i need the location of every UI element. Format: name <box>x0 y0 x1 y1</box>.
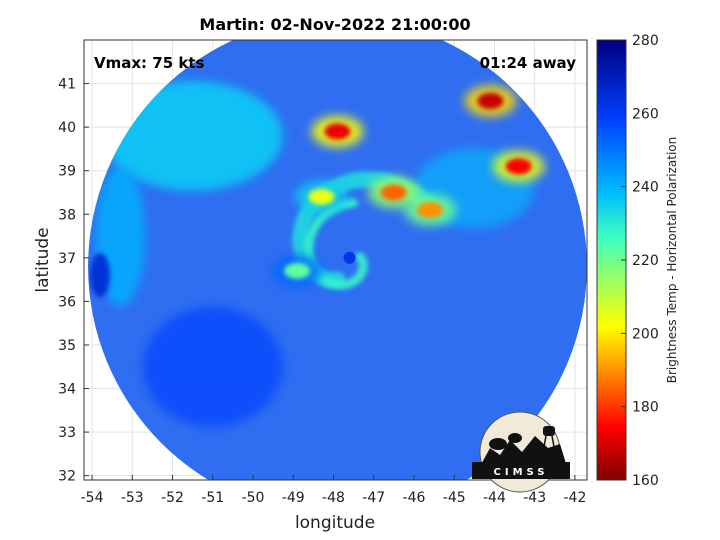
y-tick-label-7: 39 <box>58 164 76 180</box>
x-tick-label-8: -46 <box>403 490 426 506</box>
x-tick-label-11: -43 <box>523 490 546 506</box>
convective-core-1 <box>308 188 335 205</box>
x-tick-label-7: -47 <box>362 490 385 506</box>
chart-title: Martin: 02-Nov-2022 21:00:00 <box>199 15 470 34</box>
spiral-band-inner <box>304 198 368 290</box>
y-tick-label-0: 32 <box>58 469 76 485</box>
plot-frame <box>83 39 588 481</box>
y-tick-label-2: 34 <box>58 382 76 398</box>
satellite-dish-icon <box>489 438 507 450</box>
water-tower-icon <box>543 426 555 436</box>
x-tick-label-0: -54 <box>81 490 104 506</box>
x-tick-label-6: -48 <box>322 490 345 506</box>
colorbar-ticks: 160 180 200 220 240 260 280 <box>621 33 659 489</box>
y-tick-label-9: 41 <box>58 77 76 93</box>
colorbar-label: Brightness Temp - Horizontal Polarizatio… <box>665 137 679 384</box>
warm-region-nw <box>102 80 283 191</box>
colorbar-tick-label-3: 220 <box>632 253 659 269</box>
cold-region-w-edge <box>90 253 111 298</box>
y-tick-label-4: 36 <box>58 294 76 310</box>
colorbar: 160 180 200 220 240 260 280 Brightness Temp - … <box>596 33 679 489</box>
convective-core-0 <box>324 123 351 140</box>
convective-core-6 <box>284 262 311 279</box>
y-tick-label-6: 38 <box>58 207 76 223</box>
x-tick-label-9: -45 <box>443 490 466 506</box>
storm-eye <box>343 251 356 264</box>
brightness-swath <box>88 40 587 480</box>
colorbar-tick-label-1: 180 <box>632 400 659 416</box>
y-tick-label-1: 33 <box>58 425 76 441</box>
y-tick-label-8: 40 <box>58 120 76 136</box>
cold-region-sw <box>142 306 283 427</box>
x-tick-label-5: -49 <box>282 490 305 506</box>
colorbar-tick-label-2: 200 <box>632 326 659 342</box>
convective-core-2 <box>380 184 407 201</box>
convective-core-5 <box>505 158 532 175</box>
svg-text:CIMSS: CIMSS <box>494 467 549 478</box>
x-tick-label-2: -52 <box>161 490 184 506</box>
swath-features <box>90 80 545 427</box>
vmax-annotation: Vmax: 75 kts <box>94 54 204 72</box>
colorbar-tick-label-5: 260 <box>632 106 659 122</box>
y-tick-label-5: 37 <box>58 251 76 267</box>
x-axis-label: longitude <box>295 513 375 533</box>
y-axis-label: latitude <box>33 227 53 292</box>
y-tick-label-3: 35 <box>58 338 76 354</box>
x-tick-label-3: -51 <box>201 490 224 506</box>
convective-core-4 <box>477 92 504 109</box>
x-tick-label-1: -53 <box>121 490 144 506</box>
convective-core-3 <box>417 201 444 218</box>
x-tick-label-12: -42 <box>563 490 586 506</box>
x-tick-label-10: -44 <box>483 490 506 506</box>
colorbar-tick-label-6: 280 <box>632 33 659 49</box>
cimss-logo: CIMSS <box>472 411 570 493</box>
colorbar-tick-label-0: 160 <box>632 473 659 489</box>
time-away-annotation: 01:24 away <box>480 54 577 72</box>
x-axis-ticks: -54 -53 -52 -51 -50 -49 -48 -47 -46 -45 -44 -43 -42 <box>81 475 586 506</box>
y-axis-ticks: 32 33 34 35 36 37 38 39 40 41 <box>58 77 89 485</box>
colorbar-tick-label-4: 240 <box>632 180 659 196</box>
x-tick-label-4: -50 <box>242 490 265 506</box>
